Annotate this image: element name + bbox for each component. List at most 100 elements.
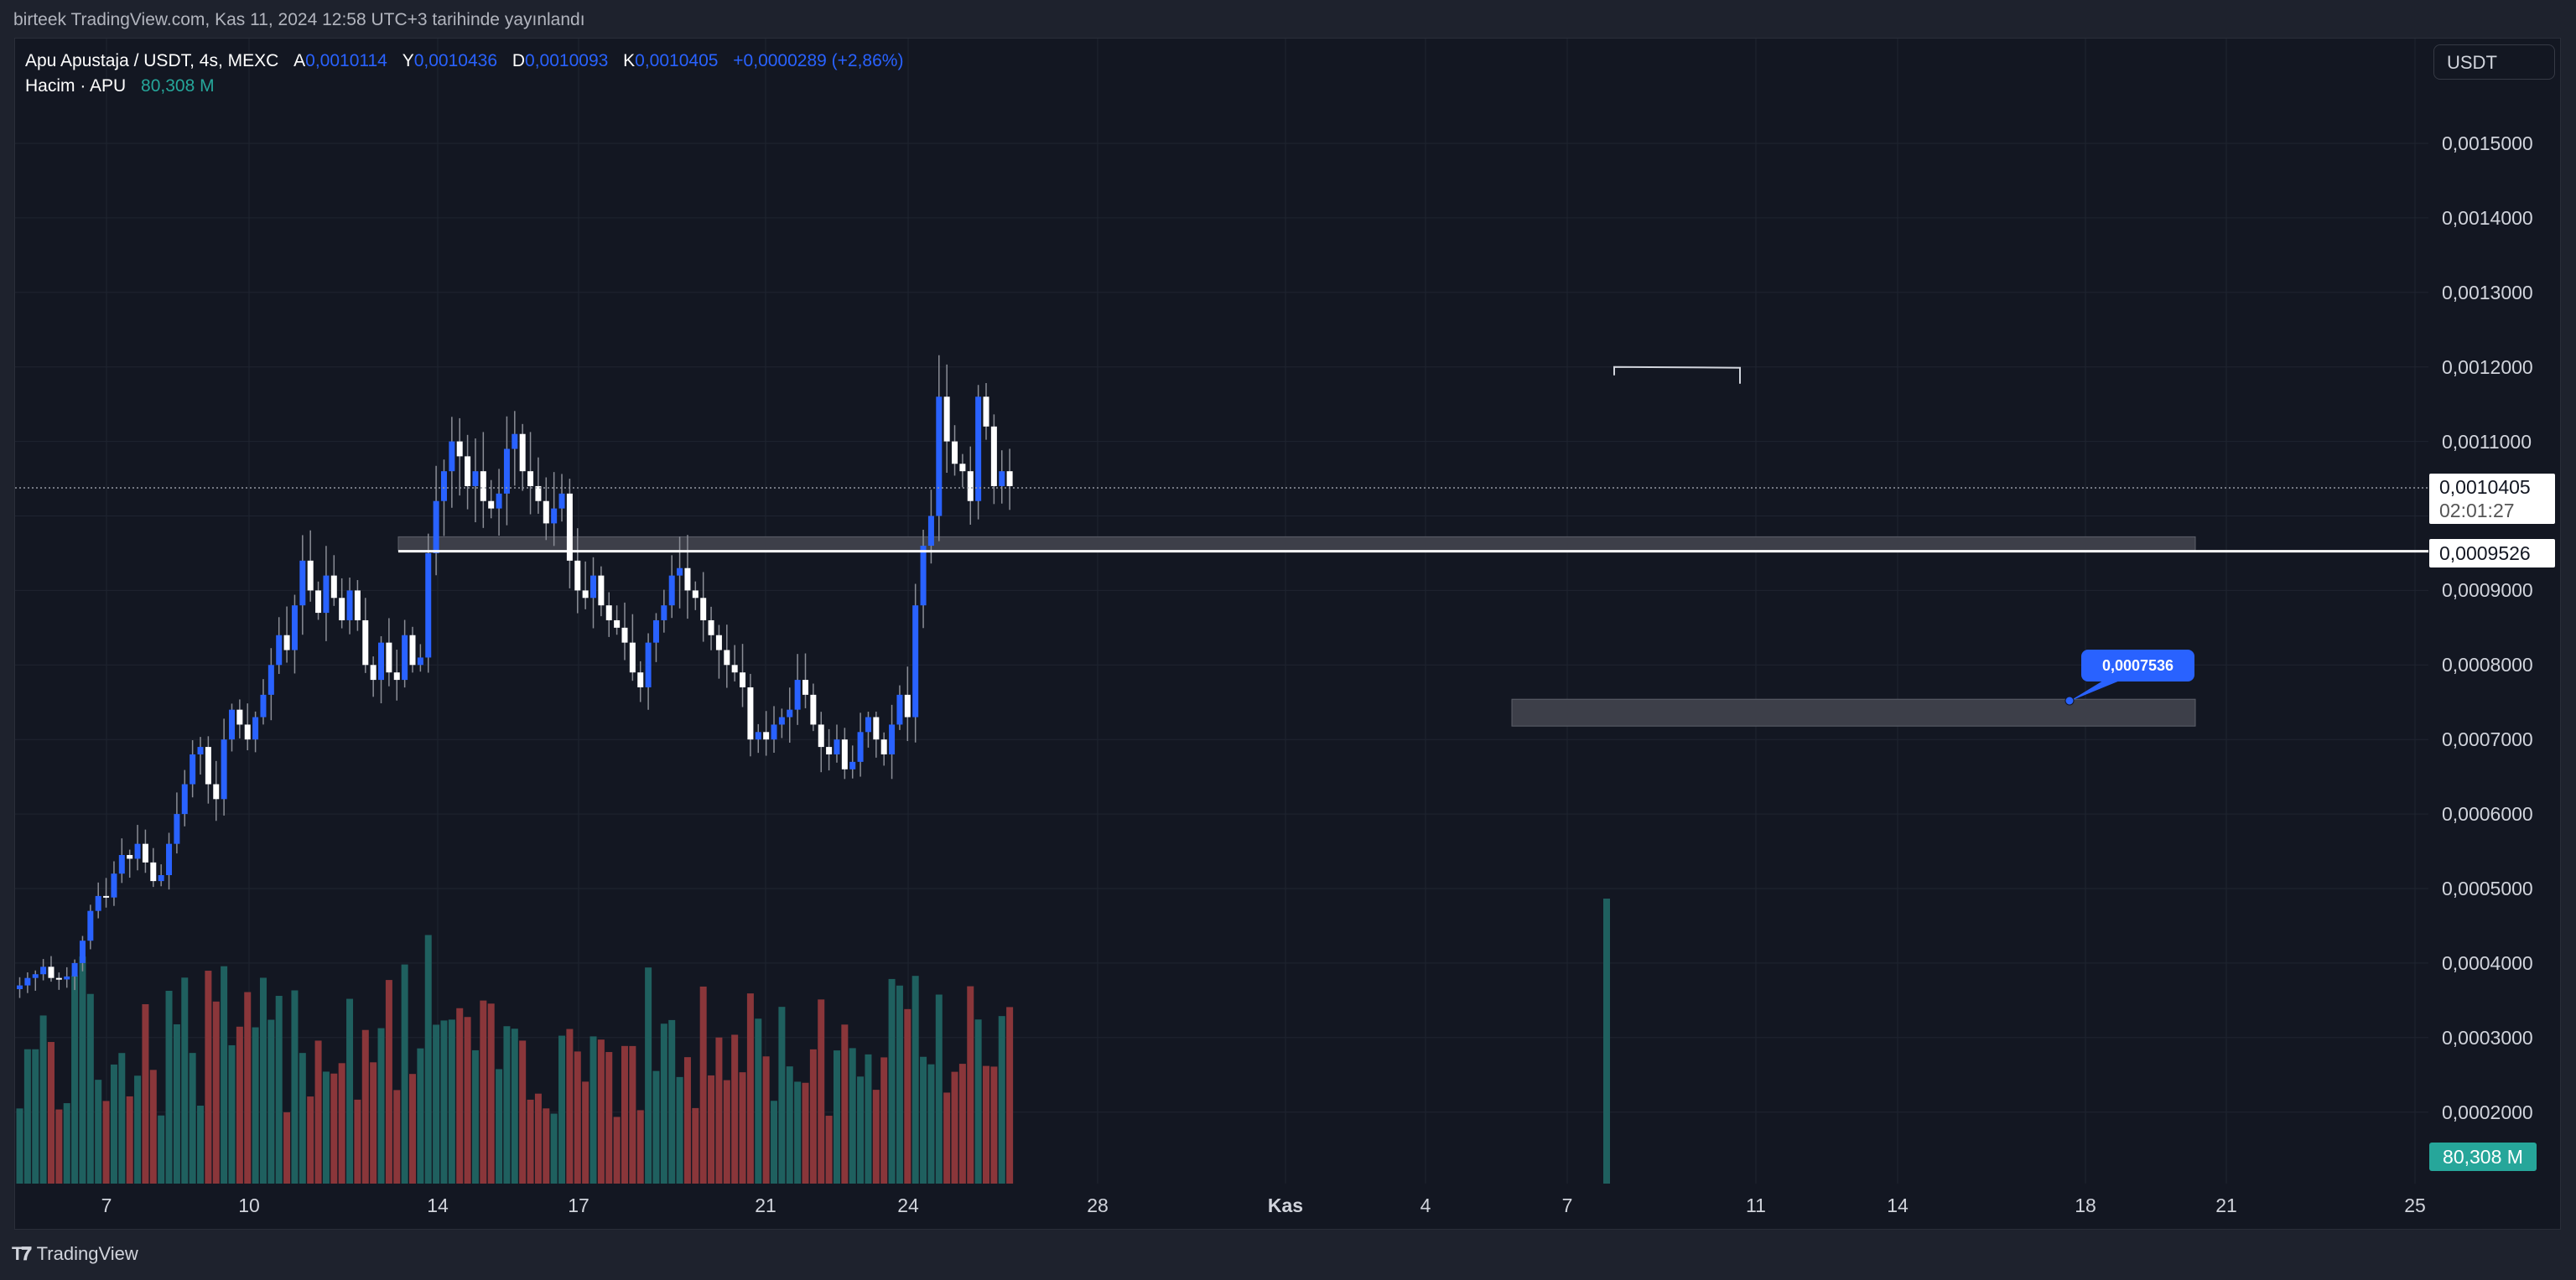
volume-bar	[809, 1049, 817, 1184]
volume-bar	[629, 1045, 636, 1184]
volume-bar	[370, 1062, 377, 1184]
candle-body	[362, 619, 369, 666]
chart-legend: Apu Apustaja / USDT, 4s, MEXC A0,0010114…	[25, 50, 903, 101]
volume-bar	[32, 1049, 39, 1184]
volume-bar	[857, 1076, 865, 1184]
volume-bar	[683, 1057, 691, 1184]
candle-body	[598, 575, 605, 606]
candle-body	[551, 508, 558, 524]
volume-bar	[189, 1053, 196, 1184]
high-value: 0,0010436	[413, 51, 498, 70]
candle-body	[71, 962, 78, 977]
volume-bar	[158, 1115, 165, 1184]
candle-body	[465, 456, 471, 486]
candle-body	[291, 605, 298, 650]
candle-body	[558, 493, 565, 509]
candle-body	[48, 966, 55, 978]
candle-body	[315, 590, 322, 614]
candle-body	[605, 605, 612, 620]
volume-bar	[818, 999, 825, 1184]
volume-bar	[872, 1090, 880, 1184]
candle-body	[181, 784, 188, 815]
candle-body	[652, 619, 659, 643]
support-zone	[1511, 698, 2196, 727]
price-axis-label: 0,0011000	[2442, 430, 2532, 453]
volume-bar	[205, 971, 212, 1184]
volume-bar	[244, 992, 252, 1184]
volume-bar	[197, 1105, 205, 1184]
volume-bar	[23, 1049, 31, 1184]
volume-bar	[267, 1019, 275, 1184]
candle-body	[440, 471, 447, 501]
volume-bar	[47, 1042, 55, 1184]
time-axis-label: 4	[1420, 1194, 1431, 1216]
price-axis-label: 0,0015000	[2442, 132, 2533, 154]
candle-body	[378, 642, 385, 681]
volume-bar	[739, 1072, 746, 1184]
volume-bar	[401, 964, 408, 1184]
candle-body	[221, 739, 227, 800]
candle-body	[889, 724, 896, 754]
volume-bar	[299, 1053, 306, 1184]
candle-body	[95, 895, 101, 911]
volume-bar	[433, 1024, 440, 1184]
current-price: 0,0010405	[2439, 476, 2531, 498]
candle-body	[771, 724, 777, 740]
candle-body	[134, 843, 141, 859]
time-axis-label: 7	[1561, 1194, 1573, 1216]
volume-bar	[715, 1037, 723, 1184]
candle-body	[166, 843, 173, 875]
candle-body	[818, 724, 824, 748]
candle-body	[480, 471, 486, 501]
volume-bar	[778, 1007, 786, 1184]
candle-body	[849, 761, 856, 770]
volume-bar	[71, 976, 79, 1184]
price-axis-label: 0,0002000	[2442, 1101, 2533, 1123]
candle-body	[621, 627, 628, 643]
price-callout[interactable]: 0,0007536	[2081, 650, 2194, 681]
candle-body	[267, 665, 274, 695]
callout-pointer	[2069, 681, 2120, 702]
candle-body	[103, 895, 110, 898]
volume-row: Hacim · APU 80,308 M	[25, 75, 903, 101]
volume-bar	[417, 1048, 424, 1184]
volume-label[interactable]: Hacim · APU	[25, 76, 127, 96]
volume-tag: 80,308 M	[2429, 1143, 2537, 1171]
volume-bar	[998, 1016, 1005, 1184]
candle-body	[252, 717, 259, 740]
candle-body	[87, 910, 94, 941]
currency-button[interactable]: USDT	[2433, 44, 2555, 80]
candle-countdown: 02:01:27	[2439, 500, 2515, 521]
volume-bar	[149, 1070, 157, 1184]
volume-bar	[958, 1064, 966, 1184]
volume-bar	[385, 980, 392, 1184]
candle-body	[967, 471, 974, 501]
volume-bar	[723, 1080, 730, 1184]
candle-body	[880, 739, 887, 754]
candle-body	[975, 396, 982, 501]
volume-bar	[487, 1003, 495, 1184]
candle-body	[472, 471, 479, 486]
volume-bar	[534, 1093, 542, 1184]
candle-body	[79, 941, 86, 963]
volume-bar	[291, 990, 299, 1184]
time-axis-label: 17	[568, 1194, 589, 1216]
volume-bar	[221, 966, 228, 1184]
volume-bar	[574, 1051, 581, 1184]
volume-bar	[550, 1113, 558, 1184]
volume-bar	[951, 1071, 958, 1184]
volume-bar	[464, 1017, 471, 1184]
candle-body	[197, 747, 204, 754]
candle-body	[417, 657, 423, 666]
volume-bar	[252, 1027, 259, 1184]
volume-bar	[825, 1116, 833, 1184]
candle-body	[323, 575, 330, 614]
volume-bar	[605, 1052, 613, 1184]
candle-body	[857, 732, 864, 762]
symbol-title[interactable]: Apu Apustaja / USDT, 4s, MEXC	[25, 51, 279, 70]
volume-bar	[967, 986, 974, 1184]
candle-body	[927, 516, 934, 547]
volume-bar	[589, 1036, 597, 1184]
volume-bar	[786, 1066, 793, 1184]
